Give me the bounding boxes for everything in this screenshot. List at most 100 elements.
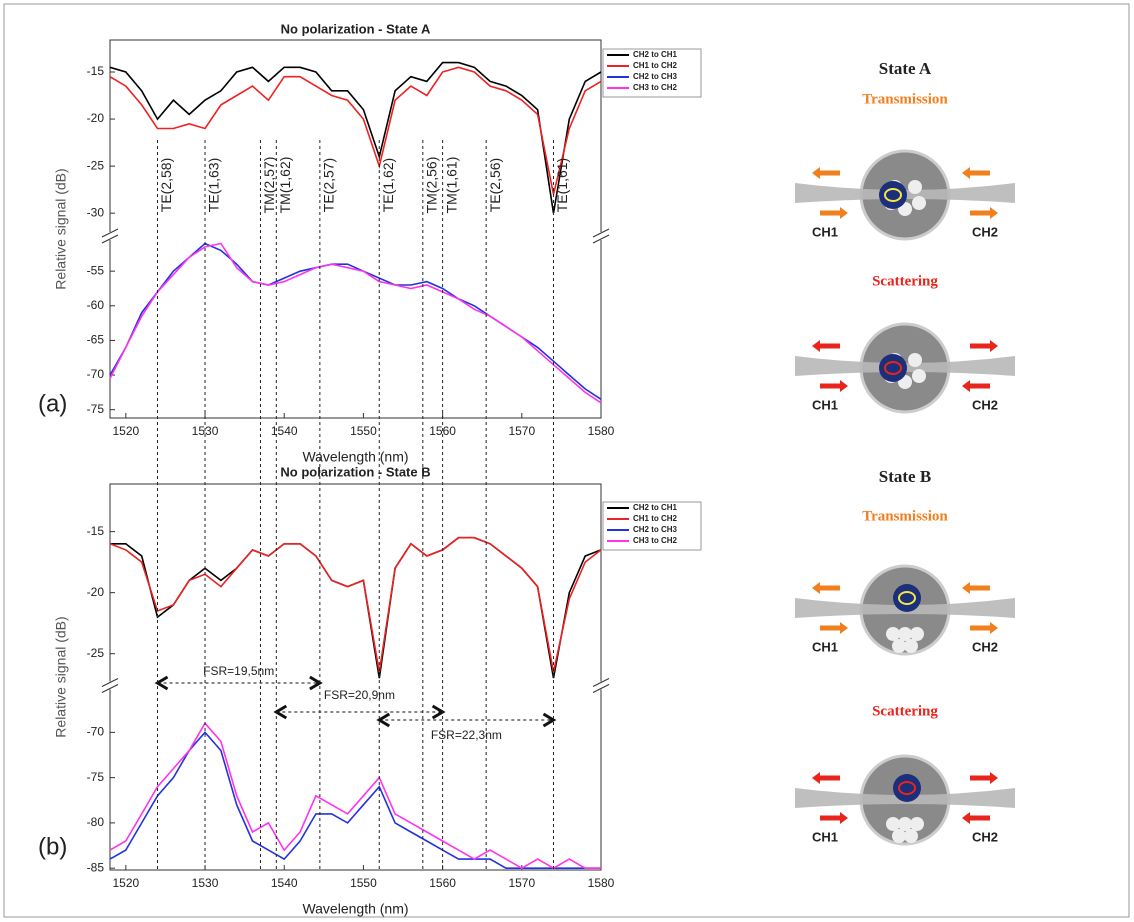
mode-label: TE(1,63) [206,158,222,212]
light-arrow-head [962,582,970,594]
y-tick-label: -80 [87,815,105,829]
mode-field [898,591,916,605]
series-line [109,731,601,869]
y-tick-label: -60 [87,298,105,312]
x-tick-label: 1580 [588,424,615,438]
state-title: State B [879,467,931,486]
channel-label: CH2 [972,224,998,239]
x-tick-label: 1560 [429,424,456,438]
series-line [110,536,602,679]
sphere [879,181,907,209]
y-tick-label: -25 [87,646,105,660]
axis-break [593,681,609,690]
air-hole [892,639,906,653]
air-hole [898,627,912,641]
y-tick-label: -20 [87,111,105,125]
series-line [109,242,602,404]
light-arrow-head [962,812,970,824]
y-axis-label: Relative signal (dB) [53,168,69,289]
axis-break [592,228,610,238]
light-arrow-head [990,207,998,219]
mode-label: TM(2,56) [424,157,440,214]
x-axis-label: Wavelength (nm) [302,449,408,465]
mode-label: TE(1,61) [554,158,570,212]
axis-break [101,684,119,693]
light-arrow-head [812,772,820,784]
air-hole [910,817,924,831]
mode-field [884,361,902,375]
legend-label: CH2 to CH3 [633,72,678,81]
air-hole [912,196,926,210]
light-arrow-head [990,340,998,352]
series-line [109,536,602,673]
fiber-diagram [795,564,1015,656]
series-line [109,721,601,870]
air-hole [908,353,922,367]
legend-label: CH3 to CH2 [633,83,678,92]
x-tick-label: 1550 [350,424,377,438]
y-tick-label: -70 [87,725,105,739]
sphere [893,774,921,802]
mode-field [884,188,902,202]
channel-label: CH1 [812,397,838,412]
mode-label: TE(2,56) [487,158,503,212]
chart-title: No polarization - State A [281,21,431,36]
channel-label: CH2 [972,397,998,412]
mode-label: TE(2,58) [158,158,174,212]
light-arrow-head [990,772,998,784]
mode-label: TE(1,62) [380,158,396,212]
mode-title: Transmission [862,508,948,524]
axis-break [101,234,119,244]
mode-title: Scattering [872,703,938,719]
state-title: State A [879,59,932,78]
mode-label: TE(2,57) [321,158,337,212]
legend-label: CH3 to CH2 [633,536,678,545]
axis-break [102,681,118,690]
arrow-head [542,712,557,728]
y-tick-label: -75 [87,770,105,784]
x-axis-label: Wavelength (nm) [302,901,408,917]
light-arrow-head [840,622,848,634]
y-tick-label: -55 [87,263,105,277]
air-hole [908,180,922,194]
axis-break [592,678,610,687]
air-hole [904,829,918,843]
frame [3,3,1130,918]
channel-label: CH1 [812,639,838,654]
y-tick-label: -15 [87,524,105,538]
axis-break [592,234,610,244]
chart-title: No polarization - State B [280,464,430,479]
series-line [109,61,602,214]
light-arrow-head [962,167,970,179]
plot-frame [109,483,602,871]
mode-label: TM(1,62) [277,157,293,214]
legend-label: CH2 to CH3 [633,525,678,534]
light-arrow-head [840,812,848,824]
x-tick-label: 1530 [192,876,219,890]
air-hole [912,369,926,383]
channel-label: CH2 [972,829,998,844]
y-tick-label: -65 [87,333,105,347]
legend-label: CH1 to CH2 [633,514,678,523]
x-tick-label: 1520 [112,876,139,890]
x-tick-label: 1540 [271,876,298,890]
mode-label: TM(1,61) [443,157,459,214]
y-tick-label: -85 [87,860,105,874]
fiber-diagram [795,149,1015,241]
plot-frame [109,39,602,419]
y-tick-label: -75 [87,402,105,416]
panel-label: (b) [38,833,67,860]
x-tick-label: 1530 [192,424,219,438]
series-line [109,66,602,195]
light-arrow-head [962,380,970,392]
arrow-head [376,712,391,728]
x-tick-label: 1570 [508,876,535,890]
x-tick-label: 1560 [429,876,456,890]
legend-label: CH2 to CH1 [633,503,678,512]
x-tick-label: 1520 [112,424,139,438]
y-tick-label: -30 [87,205,105,219]
legend-label: CH2 to CH1 [633,50,678,59]
sphere [893,584,921,612]
air-hole [886,817,900,831]
air-hole [904,639,918,653]
